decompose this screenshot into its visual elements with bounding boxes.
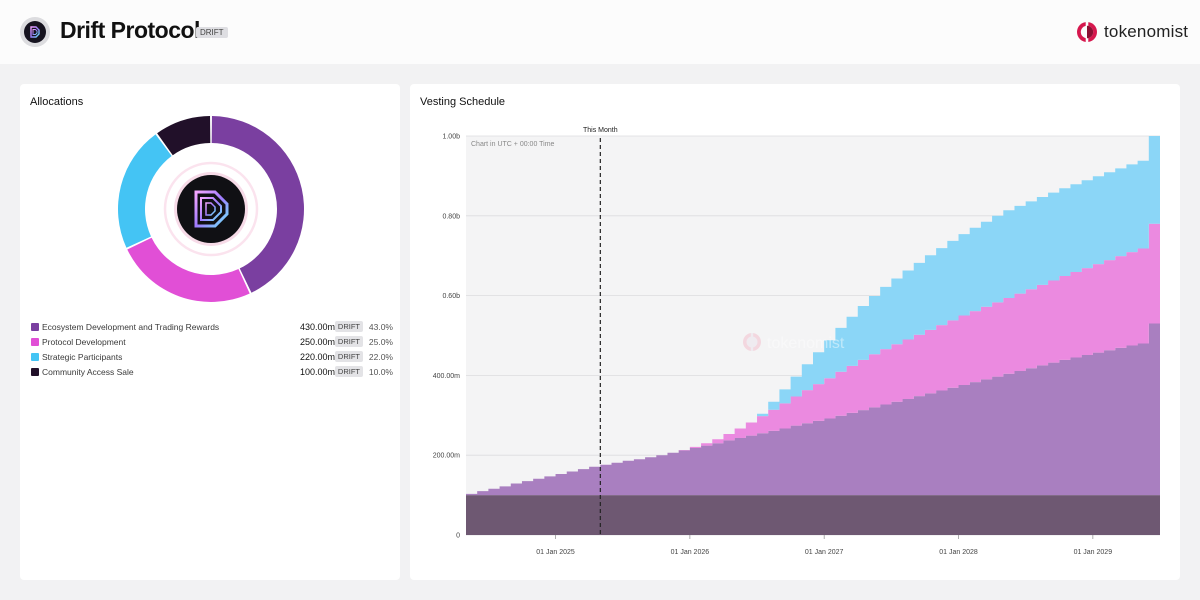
vesting-title: Vesting Schedule (420, 96, 506, 108)
legend-item-community-access-sale[interactable]: Community Access Sale 100.00m DRIFT 10.0… (30, 365, 396, 380)
brand-link[interactable]: tokenomist (1076, 21, 1188, 43)
y-tick-label: 0 (456, 533, 460, 540)
legend-item-protocol-development[interactable]: Protocol Development 250.00m DRIFT 25.0% (30, 335, 396, 350)
brand-name: tokenomist (1104, 22, 1189, 41)
legend-percent: 10.0% (368, 367, 393, 377)
x-tick-label: 01 Jan 2029 (1074, 549, 1113, 556)
series-area-3[interactable] (466, 136, 1160, 494)
chart-watermark: tokenomist (743, 333, 845, 352)
y-tick-label: 0.80b (442, 213, 460, 220)
legend-amount: 250.00m (299, 337, 335, 347)
y-tick-label: 200.00m (433, 453, 460, 460)
drift-logo-icon (20, 17, 50, 47)
legend-amount: 220.00m (299, 352, 335, 362)
legend-unit-badge: DRIFT (334, 321, 363, 332)
legend-unit-badge: DRIFT (334, 366, 363, 377)
legend-amount: 430.00m (299, 322, 335, 332)
legend-percent: 22.0% (368, 352, 393, 362)
legend-name: Protocol Development (42, 337, 126, 347)
drift-center-logo-icon (174, 172, 248, 246)
y-tick-label: 0.60b (442, 293, 460, 300)
stacked-areas (466, 136, 1160, 535)
y-axis-ticks: 0 200.00m 400.00m 0.60b 0.80b 1.00b (433, 134, 460, 540)
vesting-chart[interactable]: tokenomist 0 200.00m 400.00m 0.60b 0.80b 1.00… (410, 84, 1180, 580)
series-area-0[interactable] (466, 495, 1160, 535)
page-header: Drift Protocol DRIFT tokenomist (0, 0, 1200, 64)
donut-slice-3[interactable] (157, 116, 211, 156)
legend-percent: 25.0% (368, 337, 393, 347)
legend-name: Ecosystem Development and Trading Reward… (42, 322, 220, 332)
x-tick-label: 01 Jan 2028 (939, 549, 978, 556)
x-axis-ticks: 01 Jan 2025 01 Jan 2026 01 Jan 2027 01 Jan … (536, 535, 1112, 556)
donut-slice-1[interactable] (127, 237, 250, 302)
donut-slice-0[interactable] (211, 116, 304, 293)
x-tick-label: 01 Jan 2027 (805, 549, 844, 556)
legend-item-strategic-participants[interactable]: Strategic Participants 220.00m DRIFT 22.… (30, 350, 396, 365)
legend-swatch (31, 353, 39, 361)
legend-item-ecosystem[interactable]: Ecosystem Development and Trading Reward… (30, 320, 396, 335)
x-tick-label: 01 Jan 2025 (536, 549, 575, 556)
legend-percent: 43.0% (368, 322, 393, 332)
legend-amount: 100.00m (299, 367, 335, 377)
timezone-note: Chart in UTC + 00:00 Time (471, 141, 555, 148)
y-tick-label: 400.00m (433, 373, 460, 380)
legend-name: Community Access Sale (42, 367, 134, 377)
allocation-donut-chart (118, 116, 304, 302)
y-tick-label: 1.00b (442, 134, 460, 141)
allocations-title: Allocations (30, 96, 84, 108)
tokenomist-logo-icon (1077, 22, 1097, 42)
donut-slice-2[interactable] (118, 134, 172, 248)
ticker-badge: DRIFT (196, 27, 228, 38)
allocation-legend: Ecosystem Development and Trading Reward… (30, 320, 396, 380)
series-area-1[interactable] (466, 323, 1160, 496)
this-month-label: This Month (583, 127, 618, 134)
legend-swatch (31, 368, 39, 376)
allocations-card: Allocations Ecosystem Development and Tr… (20, 84, 400, 580)
legend-unit-badge: DRIFT (334, 336, 363, 347)
x-tick-label: 01 Jan 2026 (671, 549, 710, 556)
watermark-text: tokenomist (767, 335, 845, 352)
legend-name: Strategic Participants (42, 352, 123, 362)
vesting-schedule-card: Vesting Schedule tokenomist 0 200.00m 400.… (410, 84, 1180, 580)
legend-swatch (31, 323, 39, 331)
legend-swatch (31, 338, 39, 346)
series-area-2[interactable] (466, 223, 1160, 494)
legend-unit-badge: DRIFT (334, 351, 363, 362)
donut-center-ring (163, 161, 259, 257)
project-title: Drift Protocol (60, 17, 200, 43)
